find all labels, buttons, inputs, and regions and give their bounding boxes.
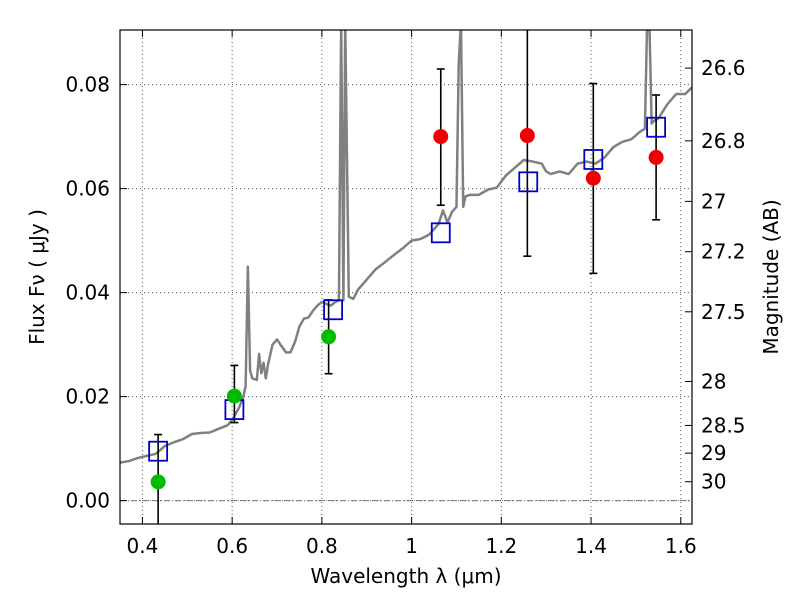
- spectrum-line: [120, 30, 692, 464]
- right-axis-label: Magnitude (AB): [759, 199, 783, 354]
- x-tick-label: 0.8: [306, 534, 338, 558]
- x-tick-label: 1.2: [485, 534, 517, 558]
- x-tick-label: 0.6: [216, 534, 248, 558]
- x-axis-label: Wavelength λ (μm): [310, 564, 501, 588]
- x-tick-label: 1.4: [575, 534, 607, 558]
- model-point: [646, 116, 667, 138]
- y-tick-label: 0.08: [65, 73, 110, 97]
- x-tick-label: 1.6: [665, 534, 697, 558]
- model-point: [583, 149, 604, 170]
- model-point: [148, 440, 169, 462]
- right-tick-label: 26.6: [701, 56, 746, 80]
- detections-series: [150, 128, 664, 490]
- right-tick-label: 28: [701, 369, 726, 393]
- y-tick-label: 0.00: [65, 489, 110, 513]
- ir-detection-point: [648, 149, 664, 165]
- right-tick-label: 29: [701, 441, 726, 465]
- tick-labels: 0.4 0.6 0.8 1 1.2 1.4 1.6 0.00 0.02 0.04 0.06 0.08 2…: [65, 56, 745, 558]
- right-tick-label: 27.5: [701, 300, 746, 324]
- spectrum-series: [120, 30, 692, 464]
- plot-frame: [119, 29, 693, 525]
- right-tick-label: 28.5: [701, 413, 746, 437]
- errorbars: [154, 30, 661, 524]
- y-tick-label: 0.02: [65, 385, 110, 409]
- ir-detection-point: [519, 128, 535, 144]
- y-tick-label: 0.06: [65, 177, 110, 201]
- model-points-series: [148, 116, 667, 462]
- optical-detection-point: [226, 388, 242, 404]
- model-point: [430, 222, 451, 244]
- x-tick-label: 1: [405, 534, 418, 558]
- model-point: [323, 299, 343, 321]
- y-axis-label: Flux Fν ( μJy ): [25, 209, 49, 345]
- optical-detection-point: [150, 474, 166, 490]
- ir-detection-point: [585, 170, 601, 186]
- x-tick-label: 0.4: [127, 534, 159, 558]
- axis-ticks: [120, 30, 692, 524]
- right-tick-label: 27: [701, 189, 726, 213]
- optical-detection-point: [321, 329, 337, 345]
- right-tick-label: 27.2: [701, 240, 746, 264]
- model-point: [518, 171, 539, 193]
- right-tick-label: 30: [701, 470, 726, 494]
- right-tick-label: 26.8: [701, 129, 746, 153]
- grid: [120, 30, 692, 524]
- y-tick-label: 0.04: [65, 281, 110, 305]
- ir-detection-point: [433, 129, 449, 145]
